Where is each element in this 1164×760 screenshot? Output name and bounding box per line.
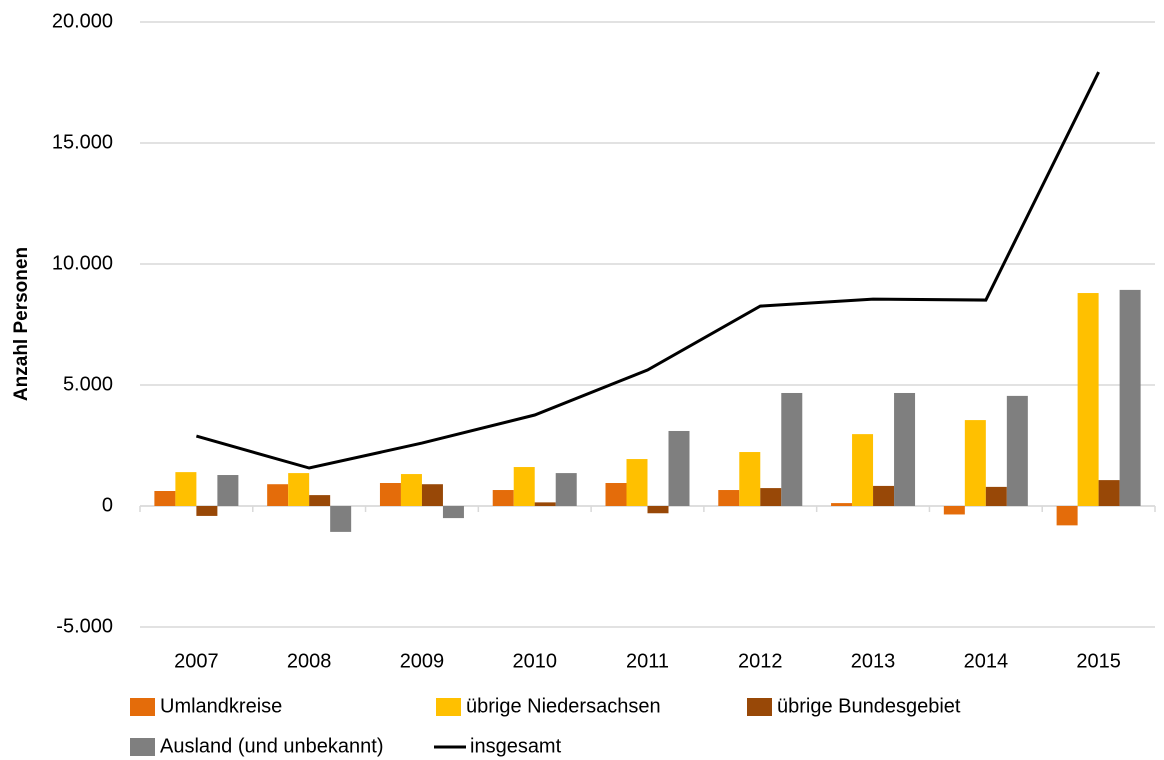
bar	[400, 474, 422, 506]
bar	[379, 483, 401, 506]
bar	[267, 484, 289, 506]
bar	[309, 495, 331, 506]
bar	[894, 392, 916, 506]
bar	[781, 392, 803, 506]
bar	[647, 506, 669, 514]
legend-label: Umlandkreise	[160, 695, 282, 717]
bar	[718, 490, 740, 506]
bar	[739, 452, 761, 506]
bar	[852, 434, 874, 506]
line	[195, 71, 1100, 470]
bar	[513, 467, 535, 506]
bar	[943, 506, 965, 515]
bar	[154, 490, 176, 506]
x-tick-label: 2007	[174, 650, 219, 672]
legend-label: Ausland (und unbekannt)	[160, 735, 384, 757]
bar	[1006, 395, 1028, 506]
bar	[605, 483, 627, 506]
bar	[1077, 293, 1099, 506]
legend-label: insgesamt	[470, 735, 562, 757]
x-tick-label: 2008	[287, 650, 332, 672]
y-tick-label: 0	[102, 494, 113, 516]
legend-swatch	[130, 738, 155, 756]
bar	[534, 502, 556, 506]
bar	[831, 503, 853, 506]
y-tick-label: 10.000	[52, 252, 113, 274]
legend-label: übrige Bundesgebiet	[777, 695, 961, 717]
legend-swatch	[747, 698, 772, 716]
legend-swatch	[130, 698, 155, 716]
bar	[873, 485, 895, 506]
y-tick-label: 5.000	[63, 373, 113, 395]
legend-swatch	[436, 698, 461, 716]
bar	[217, 475, 239, 506]
bar	[668, 430, 690, 506]
bar	[1119, 289, 1141, 506]
y-tick-label: -5.000	[56, 615, 113, 637]
x-tick-label: 2010	[512, 650, 557, 672]
bar	[555, 473, 577, 506]
bar	[196, 506, 218, 516]
legend-label: übrige Niedersachsen	[466, 695, 661, 717]
bar	[964, 420, 986, 506]
y-tick-label: 15.000	[52, 131, 113, 153]
bar	[1098, 480, 1120, 506]
bar	[288, 473, 310, 506]
bar	[175, 472, 197, 506]
bar	[1056, 506, 1078, 526]
y-axis-title: Anzahl Personen	[11, 247, 32, 401]
bar	[492, 490, 514, 506]
x-tick-label: 2012	[738, 650, 783, 672]
bar	[760, 488, 782, 506]
x-tick-label: 2015	[1076, 650, 1121, 672]
x-tick-label: 2009	[400, 650, 445, 672]
bar	[421, 484, 443, 506]
bar	[985, 486, 1007, 506]
bar	[330, 506, 352, 532]
bar	[626, 459, 648, 506]
bar	[442, 506, 464, 519]
x-tick-label: 2011	[626, 650, 669, 672]
x-tick-label: 2013	[851, 650, 896, 672]
x-tick-label: 2014	[964, 650, 1009, 672]
y-tick-label: 20.000	[52, 10, 113, 32]
